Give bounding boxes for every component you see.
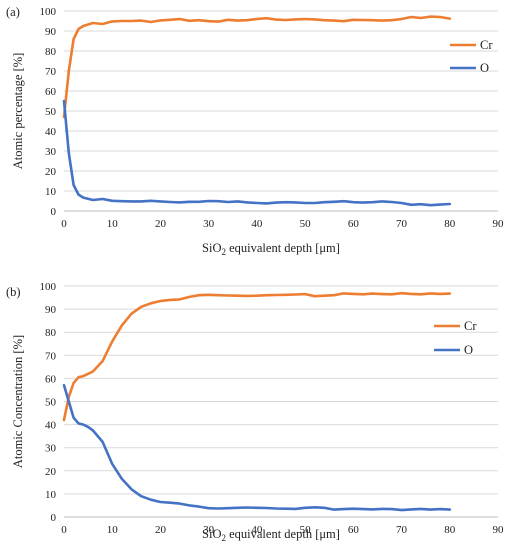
x-axis-title-subscript: 2 bbox=[221, 247, 226, 257]
x-axis-title-suffix: equivalent depth [μm] bbox=[226, 241, 340, 255]
x-axis-title-subscript: 2 bbox=[221, 533, 226, 543]
x-axis-title-suffix: equivalent depth [μm] bbox=[226, 527, 340, 541]
x-tick-label: 10 bbox=[107, 524, 119, 536]
y-tick-label: 50 bbox=[45, 106, 57, 118]
y-tick-label: 100 bbox=[40, 281, 57, 293]
x-axis-title-prefix: SiO bbox=[202, 241, 221, 255]
y-tick-label: 40 bbox=[45, 126, 57, 138]
legend-label-o: O bbox=[480, 61, 489, 75]
panel-label: (a) bbox=[6, 5, 20, 19]
x-axis-title: SiO2 equivalent depth [μm] bbox=[202, 241, 340, 257]
y-tick-label: 20 bbox=[45, 166, 57, 178]
x-tick-label: 40 bbox=[251, 524, 263, 536]
chart-panel-b: 0 10 20 30 40 50 60 70 80 90 100 0 10 20 30 40 50 60 70 80 9… bbox=[6, 281, 505, 543]
y-tick-label: 80 bbox=[45, 46, 57, 58]
y-tick-label: 60 bbox=[45, 86, 57, 98]
series-line-cr bbox=[62, 291, 452, 422]
x-tick-label: 80 bbox=[444, 218, 456, 230]
legend-label-cr: Cr bbox=[464, 319, 477, 333]
y-axis-title: Atomic Concentration [%] bbox=[11, 335, 25, 468]
y-tick-label: 90 bbox=[45, 304, 57, 316]
x-tick-label: 20 bbox=[155, 524, 167, 536]
y-tick-label: 90 bbox=[45, 26, 57, 38]
y-tick-label: 70 bbox=[45, 350, 57, 362]
x-tick-label: 70 bbox=[396, 524, 408, 536]
y-tick-label: 30 bbox=[45, 146, 57, 158]
x-tick-label: 50 bbox=[300, 524, 312, 536]
legend-label-cr: Cr bbox=[480, 38, 493, 52]
y-tick-label: 60 bbox=[45, 373, 57, 385]
y-tick-label: 10 bbox=[45, 186, 57, 198]
x-tick-label: 70 bbox=[396, 218, 408, 230]
chart-panel-a: 0 10 20 30 40 50 60 70 80 90 100 0 10 20 30 40 50 60 70 80 9… bbox=[6, 5, 505, 257]
y-tick-label: 50 bbox=[45, 397, 57, 409]
panel-label: (b) bbox=[6, 285, 21, 299]
y-tick-label: 0 bbox=[51, 512, 57, 524]
y-tick-label: 100 bbox=[40, 6, 57, 18]
x-tick-label: 0 bbox=[61, 218, 67, 230]
y-tick-label: 70 bbox=[45, 66, 57, 78]
x-tick-label: 60 bbox=[348, 218, 360, 230]
x-tick-label: 50 bbox=[300, 218, 312, 230]
x-tick-label: 10 bbox=[107, 218, 119, 230]
legend-label-o: O bbox=[464, 343, 473, 357]
x-tick-label: 60 bbox=[348, 524, 360, 536]
series-line-o bbox=[62, 99, 452, 207]
y-tick-label: 40 bbox=[45, 420, 57, 432]
x-tick-label: 0 bbox=[61, 524, 67, 536]
series-line-o bbox=[62, 384, 452, 512]
x-tick-label: 40 bbox=[251, 218, 263, 230]
x-tick-label: 90 bbox=[493, 524, 505, 536]
x-tick-label: 90 bbox=[493, 218, 505, 230]
y-tick-label: 30 bbox=[45, 443, 57, 455]
y-tick-label: 20 bbox=[45, 466, 57, 478]
x-tick-label: 80 bbox=[444, 524, 456, 536]
y-tick-label: 10 bbox=[45, 489, 57, 501]
x-axis-title-prefix: SiO bbox=[202, 527, 221, 541]
x-tick-label: 30 bbox=[203, 524, 215, 536]
x-tick-label: 30 bbox=[203, 218, 215, 230]
y-tick-label: 80 bbox=[45, 327, 57, 339]
x-axis-title: SiO2 equivalent depth [μm] bbox=[202, 527, 340, 543]
x-tick-label: 20 bbox=[155, 218, 167, 230]
series-line-cr bbox=[62, 15, 452, 119]
y-tick-label: 0 bbox=[51, 206, 57, 218]
y-axis-title: Atomic percentage [%] bbox=[11, 53, 25, 170]
